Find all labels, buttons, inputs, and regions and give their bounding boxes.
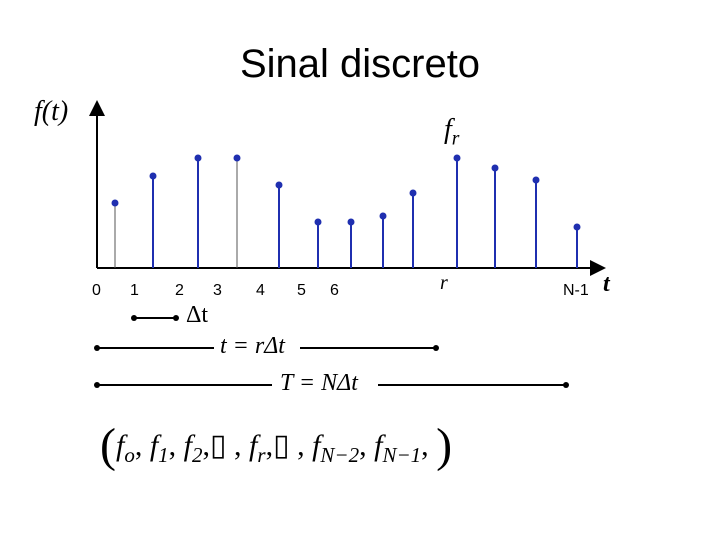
stem-marker bbox=[453, 154, 461, 162]
sequence-close-paren: ) bbox=[436, 419, 453, 472]
delta-t-label: Δt bbox=[186, 302, 209, 328]
stem-marker bbox=[233, 154, 241, 162]
stem-marker bbox=[149, 172, 157, 180]
tick-label: 1 bbox=[130, 282, 139, 299]
delta-t-end-dot bbox=[173, 315, 179, 321]
stem-marker bbox=[573, 223, 581, 231]
tick-label: 4 bbox=[256, 282, 265, 299]
tick-label: r bbox=[440, 272, 448, 294]
stem-marker bbox=[111, 199, 119, 207]
tick-label: 3 bbox=[213, 282, 222, 299]
stem-marker bbox=[314, 218, 322, 226]
y-axis-label: f(t) bbox=[34, 96, 69, 127]
T-equation: T = NΔt bbox=[280, 370, 358, 396]
sample-sequence: (fo, f1, f2,▯ , fr,▯ , fN−2, fN−1, ) bbox=[100, 418, 452, 473]
stem-marker bbox=[409, 189, 417, 197]
sequence-item: fN−2, bbox=[312, 429, 375, 467]
sequence-item: fN−1, bbox=[374, 429, 437, 467]
sequence-open-paren: ( bbox=[100, 419, 116, 472]
stem-marker bbox=[379, 212, 387, 220]
fr-label: fr bbox=[444, 114, 460, 150]
delta-t-start-dot bbox=[131, 315, 137, 321]
t-span-start-dot bbox=[94, 345, 100, 351]
diagram-title: Sinal discreto bbox=[239, 42, 481, 86]
sequence-item: fo, bbox=[115, 429, 150, 467]
stem-marker bbox=[347, 218, 355, 226]
T-span-end-dot bbox=[563, 382, 569, 388]
x-axis-label: t bbox=[603, 271, 610, 297]
stem-marker bbox=[532, 176, 540, 184]
stem-marker bbox=[491, 164, 499, 172]
t-equation: t = rΔt bbox=[220, 333, 285, 359]
tick-label: 2 bbox=[175, 282, 184, 299]
sequence-item: , bbox=[297, 429, 313, 462]
sequence-item: f2,▯ bbox=[183, 429, 235, 467]
stem-marker bbox=[194, 154, 202, 162]
stem-marker bbox=[275, 181, 283, 189]
t-span-end-dot bbox=[433, 345, 439, 351]
sequence-item: , bbox=[234, 429, 250, 462]
sequence-item: fr,▯ bbox=[249, 429, 298, 467]
tick-label: N-1 bbox=[563, 282, 589, 299]
T-span-start-dot bbox=[94, 382, 100, 388]
sequence-item: f1, bbox=[149, 429, 184, 467]
tick-label: 0 bbox=[92, 282, 101, 299]
tick-label: 6 bbox=[330, 282, 339, 299]
tick-label: 5 bbox=[297, 282, 306, 299]
